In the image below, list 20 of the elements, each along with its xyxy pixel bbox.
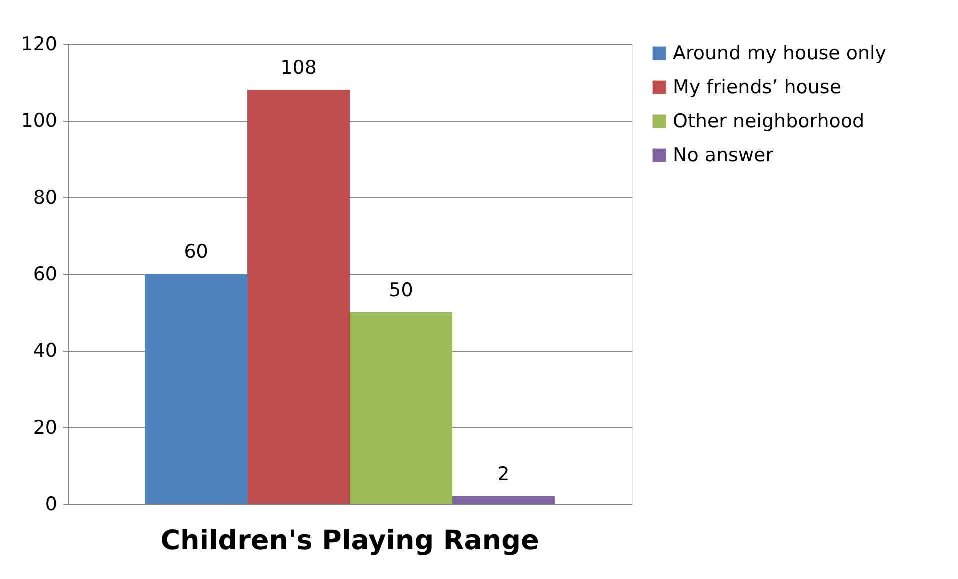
y-tick-label: 80 [33, 186, 58, 209]
bar [350, 312, 452, 504]
y-tick-label: 20 [33, 416, 58, 439]
data-label: 50 [389, 279, 414, 302]
legend-label: Other neighborhood [673, 110, 865, 132]
y-tick-label: 100 [21, 110, 58, 132]
y-tick-label: 120 [21, 34, 58, 56]
legend-label: No answer [673, 144, 774, 166]
legend-label: Around my house only [673, 42, 887, 64]
bar [145, 274, 248, 504]
data-label: 2 [498, 463, 510, 486]
y-tick-label: 40 [33, 340, 58, 362]
legend-label: My friends’ house [673, 76, 842, 98]
y-tick-label: 0 [45, 494, 58, 516]
x-tick-label: Children's Playing Range [160, 526, 540, 556]
y-tick-label: 60 [33, 264, 58, 286]
bar [248, 90, 350, 504]
data-label: 60 [184, 241, 208, 263]
data-label: 108 [280, 57, 317, 79]
bar [452, 496, 555, 504]
